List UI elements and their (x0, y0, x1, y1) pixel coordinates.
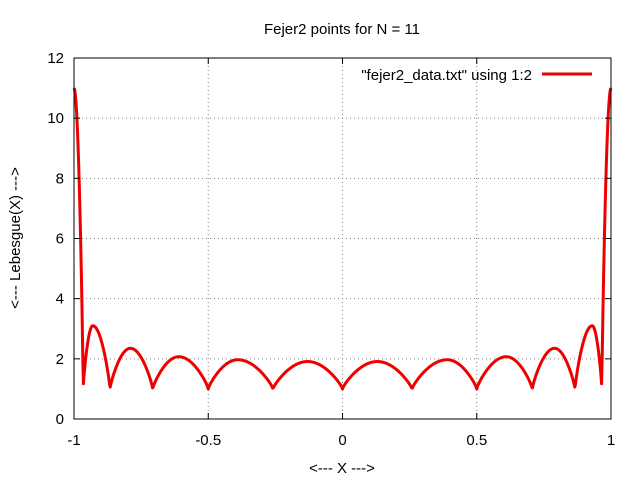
x-tick-label: -1 (67, 432, 80, 449)
y-tick-label: 2 (56, 351, 64, 368)
y-axis-label: <--- Lebesgue(X) ---> (7, 167, 24, 309)
y-tick-label: 0 (56, 411, 64, 428)
chart-title: Fejer2 points for N = 11 (264, 21, 420, 38)
x-tick-label: 0.5 (466, 432, 487, 449)
grid-lines (74, 58, 611, 419)
y-tick-labels: 0 2 4 6 8 10 12 (47, 50, 64, 428)
legend-label: "fejer2_data.txt" using 1:2 (361, 67, 532, 84)
x-tick-label: 1 (607, 432, 615, 449)
y-tick-label: 10 (47, 110, 64, 127)
y-tick-label: 4 (56, 291, 64, 308)
series-layer (72, 87, 613, 391)
y-tick-label: 8 (56, 170, 64, 187)
y-tick-label: 6 (56, 231, 64, 248)
x-axis-label: <--- X ---> (309, 460, 375, 477)
axis-ticks (73, 57, 612, 420)
series-line (72, 87, 613, 391)
legend: "fejer2_data.txt" using 1:2 (361, 67, 592, 84)
x-tick-label: 0 (338, 432, 346, 449)
x-tick-labels: -1 -0.5 0 0.5 1 (67, 432, 615, 449)
x-tick-label: -0.5 (195, 432, 221, 449)
y-tick-label: 12 (47, 50, 64, 67)
